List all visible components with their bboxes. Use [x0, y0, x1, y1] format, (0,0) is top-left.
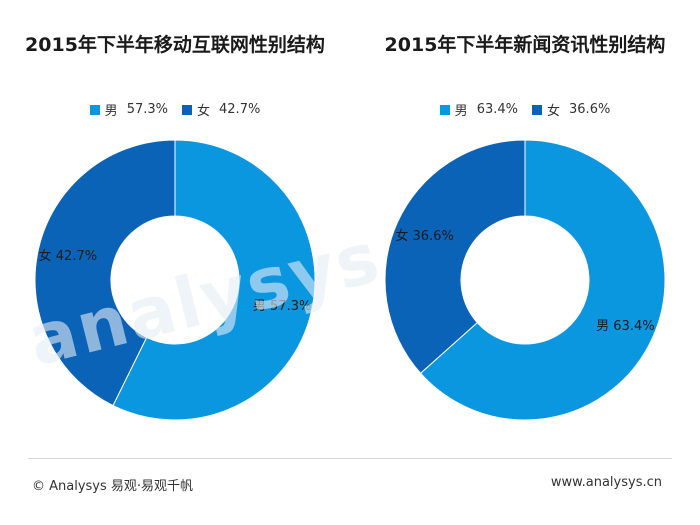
legend-swatch-male	[89, 104, 100, 115]
footer-copyright: © Analysys 易观·易观千帆	[32, 479, 194, 494]
legend-value: 36.6%	[569, 102, 611, 117]
legend-swatch-female	[182, 104, 192, 115]
legend-item-male: 男 63.4%	[439, 100, 518, 119]
legend-value: 42.7%	[219, 102, 261, 117]
donut-slice-female	[34, 139, 176, 407]
legend-swatch-male	[439, 104, 450, 115]
footer-divider	[28, 458, 672, 459]
legend-value: 63.4%	[476, 102, 518, 117]
chart-legend: 男 63.4% 女 36.6%	[350, 100, 700, 119]
slice-label: 男 57.3%	[253, 299, 311, 314]
slice-label: 女 36.6%	[395, 228, 453, 244]
donut-chart: 男 57.3% 女 42.7%	[34, 139, 316, 421]
donut-slice-male	[419, 139, 666, 421]
chart-title: 2015年下半年新闻资讯性别结构	[384, 34, 666, 56]
legend-item-female: 女 42.7%	[182, 100, 260, 119]
slice-label: 女 42.7%	[39, 248, 97, 264]
legend-name: 女	[547, 104, 561, 119]
legend-name: 男	[104, 104, 118, 119]
footer-website: www.analysys.cn	[550, 475, 662, 490]
chart-title: 2015年下半年移动互联网性别结构	[25, 34, 325, 56]
legend-swatch-female	[532, 104, 542, 115]
donut-slice-male	[112, 139, 316, 421]
donut-slice-female	[384, 139, 526, 374]
donut-chart: 男 63.4% 女 36.6%	[384, 139, 666, 421]
chart-panel-left: 2015年下半年移动互联网性别结构 男 57.3% 女 42.7% 男 57.3…	[0, 0, 350, 450]
legend-name: 女	[197, 104, 211, 119]
chart-legend: 男 57.3% 女 42.7%	[0, 100, 350, 119]
chart-panel-right: 2015年下半年新闻资讯性别结构 男 63.4% 女 36.6% 男 63.4%…	[350, 0, 700, 450]
legend-item-female: 女 36.6%	[532, 100, 610, 119]
legend-value: 57.3%	[126, 102, 168, 117]
legend-item-male: 男 57.3%	[89, 100, 168, 119]
slice-label: 男 63.4%	[596, 319, 654, 334]
legend-name: 男	[454, 104, 468, 119]
